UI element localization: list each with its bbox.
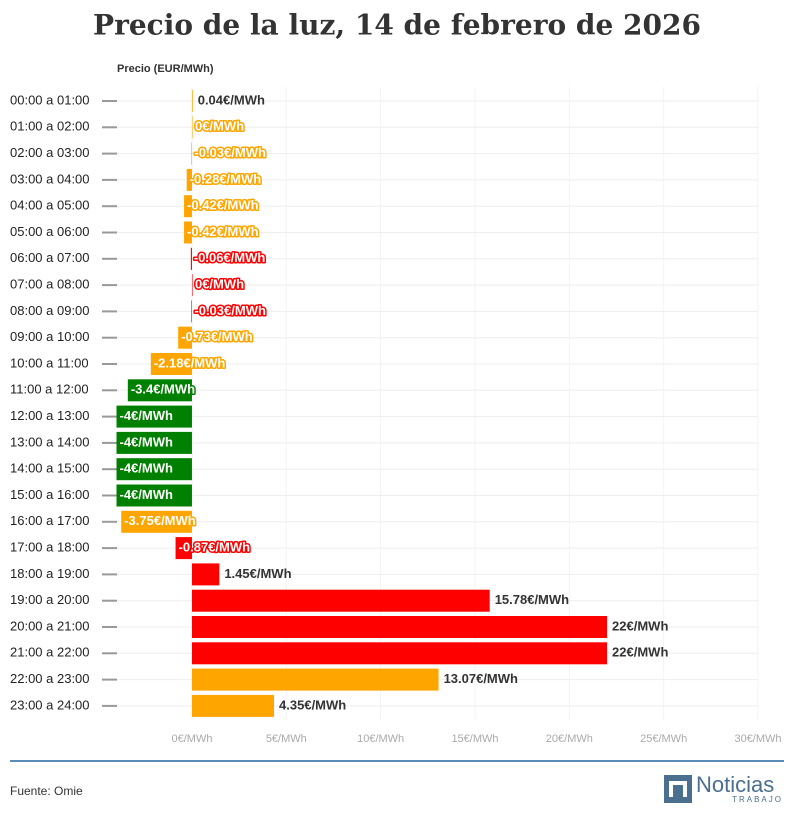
logo-glyph (669, 781, 687, 797)
bar (175, 537, 192, 560)
y-tick-label: 01:00 a 02:00 (10, 119, 90, 134)
value-label: -4€/MWh (120, 408, 174, 423)
logo-text: Noticias (696, 772, 774, 797)
bar (191, 90, 193, 112)
y-tick-label: 22:00 a 23:00 (10, 671, 90, 686)
value-label: 15.78€/MWh (495, 592, 569, 607)
bar (191, 589, 490, 612)
value-label: -0.87€/MWh (179, 540, 251, 555)
bar (127, 379, 192, 402)
bar (150, 353, 192, 375)
y-tick-label: 04:00 a 05:00 (10, 198, 90, 213)
source: Fuente: Omie (10, 784, 83, 798)
y-tick-label: 10:00 a 11:00 (10, 355, 89, 370)
bar (191, 563, 220, 586)
axis-label: Precio (EUR/MWh) (117, 63, 214, 75)
y-tick-label: 21:00 a 22:00 (10, 645, 90, 660)
y-tick-label: 20:00 a 21:00 (10, 618, 90, 633)
x-tick-label: 20€/MWh (546, 733, 593, 745)
y-tick-label: 15:00 a 16:00 (10, 487, 90, 502)
chart-title: Precio de la luz, 14 de febrero de 2026 (93, 9, 701, 42)
value-label: -0.42€/MWh (187, 198, 259, 213)
logo-subtext: TRABAJO (732, 795, 783, 804)
x-tick-label: 30€/MWh (734, 733, 781, 745)
value-label: -0.73€/MWh (181, 329, 253, 344)
y-tick-label: 03:00 a 04:00 (10, 171, 90, 186)
bar (191, 616, 608, 638)
y-tick-label: 12:00 a 13:00 (10, 408, 90, 423)
y-tick-label: 05:00 a 06:00 (10, 224, 90, 239)
value-label: 0€/MWh (195, 119, 244, 134)
bar (186, 168, 192, 191)
bar (116, 431, 192, 454)
value-label: 22€/MWh (612, 645, 668, 660)
value-label: -0.06€/MWh (194, 250, 266, 265)
y-tick-label: 16:00 a 17:00 (10, 513, 90, 528)
value-label: 13.07€/MWh (444, 671, 518, 686)
bar (191, 142, 193, 165)
bar (178, 326, 192, 349)
bar (184, 195, 192, 218)
value-label: 22€/MWh (612, 618, 668, 633)
y-tick-label: 08:00 a 09:00 (10, 303, 90, 318)
value-label: 1.45€/MWh (224, 566, 291, 581)
x-tick-label: 0€/MWh (171, 733, 212, 745)
bar (116, 458, 192, 481)
value-label: -2.18€/MWh (154, 355, 226, 370)
x-tick-label: 15€/MWh (451, 733, 498, 745)
value-label: 4.35€/MWh (279, 697, 346, 712)
y-tick-label: 00:00 a 01:00 (10, 92, 90, 107)
bar (191, 694, 275, 717)
bar (121, 510, 192, 533)
y-tick-label: 14:00 a 15:00 (10, 461, 90, 476)
y-tick-label: 18:00 a 19:00 (10, 566, 90, 581)
bar (190, 247, 192, 270)
value-label: -4€/MWh (120, 434, 174, 449)
value-label: -4€/MWh (120, 487, 174, 502)
bar (191, 274, 193, 297)
bar (116, 484, 192, 507)
y-tick-label: 13:00 a 14:00 (10, 434, 90, 449)
y-tick-label: 19:00 a 20:00 (10, 592, 90, 607)
y-tick-label: 02:00 a 03:00 (10, 145, 90, 160)
y-tick-label: 17:00 a 18:00 (10, 540, 90, 555)
y-tick-label: 23:00 a 24:00 (10, 697, 90, 712)
value-label: -4€/MWh (120, 461, 174, 476)
x-tick-label: 25€/MWh (640, 733, 687, 745)
bar (191, 668, 439, 691)
bar (191, 642, 608, 665)
bar (184, 221, 192, 244)
value-label: -3.75€/MWh (124, 513, 196, 528)
value-label: 0.04€/MWh (198, 92, 265, 107)
bar (191, 300, 193, 323)
value-label: 0€/MWh (195, 277, 244, 292)
y-tick-label: 07:00 a 08:00 (10, 277, 90, 292)
logo-icon (664, 775, 692, 803)
bar (191, 116, 193, 139)
value-label: -0.28€/MWh (190, 171, 262, 186)
bar (116, 405, 192, 428)
value-label: -0.42€/MWh (187, 224, 259, 239)
y-tick-label: 11:00 a 12:00 (10, 382, 89, 397)
x-tick-label: 5€/MWh (266, 733, 307, 745)
y-tick-label: 09:00 a 10:00 (10, 329, 90, 344)
value-label: -3.4€/MWh (131, 382, 195, 397)
x-tick-label: 10€/MWh (357, 733, 404, 745)
y-tick-label: 06:00 a 07:00 (10, 250, 90, 265)
value-label: -0.03€/MWh (194, 145, 266, 160)
value-label: -0.03€/MWh (194, 303, 266, 318)
